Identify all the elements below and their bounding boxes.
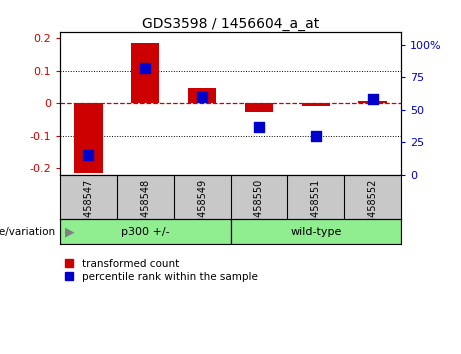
Text: GSM458550: GSM458550 [254, 178, 264, 238]
Point [142, 65, 149, 71]
Text: ▶: ▶ [65, 225, 74, 238]
Text: GSM458552: GSM458552 [367, 178, 378, 238]
Text: GSM458551: GSM458551 [311, 178, 321, 238]
Text: genotype/variation: genotype/variation [0, 227, 55, 237]
Bar [230, 219, 401, 244]
Bar [358, 101, 387, 103]
Bar [60, 219, 230, 244]
Bar [301, 103, 330, 106]
Text: GSM458548: GSM458548 [140, 178, 150, 238]
Point [255, 124, 263, 130]
Point [312, 133, 319, 139]
Legend: transformed count, percentile rank within the sample: transformed count, percentile rank withi… [65, 259, 258, 281]
Point [369, 97, 376, 102]
Text: GSM458549: GSM458549 [197, 178, 207, 238]
Bar [74, 103, 102, 173]
Bar [131, 43, 160, 103]
Text: p300 +/-: p300 +/- [121, 227, 170, 237]
Title: GDS3598 / 1456604_a_at: GDS3598 / 1456604_a_at [142, 17, 319, 31]
Bar [245, 103, 273, 113]
Bar [188, 88, 216, 103]
Point [85, 153, 92, 158]
Text: GSM458547: GSM458547 [83, 178, 94, 238]
Point [198, 94, 206, 100]
Text: wild-type: wild-type [290, 227, 342, 237]
